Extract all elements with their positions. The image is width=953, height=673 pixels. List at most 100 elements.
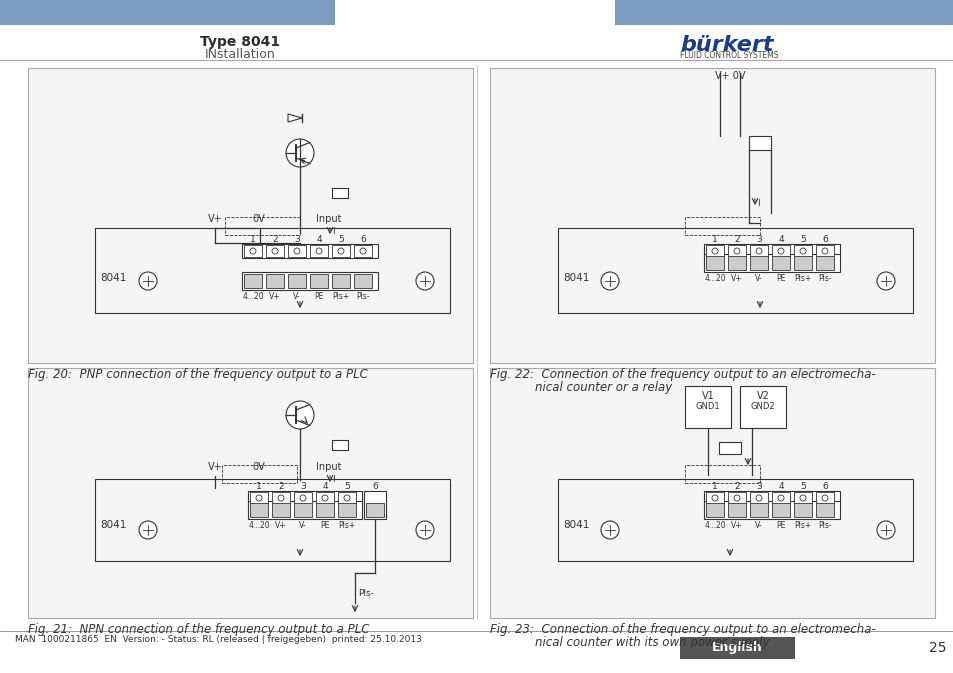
Text: Input: Input bbox=[315, 214, 341, 224]
Text: 5: 5 bbox=[800, 482, 805, 491]
Text: Pls-: Pls- bbox=[818, 521, 831, 530]
Circle shape bbox=[250, 248, 255, 254]
Text: MAN  1000211865  EN  Version: - Status: RL (released | freigegeben)  printed: 25: MAN 1000211865 EN Version: - Status: RL … bbox=[15, 635, 421, 644]
Bar bbox=[793, 245, 811, 257]
Text: 2: 2 bbox=[734, 235, 739, 244]
Text: bürkert: bürkert bbox=[679, 35, 773, 55]
Bar bbox=[740, 386, 785, 428]
Circle shape bbox=[337, 248, 344, 254]
Circle shape bbox=[711, 495, 718, 501]
Text: 1: 1 bbox=[711, 235, 717, 244]
Bar bbox=[771, 245, 789, 257]
Bar bbox=[354, 274, 372, 288]
Bar bbox=[705, 492, 723, 504]
Bar bbox=[815, 503, 833, 517]
Bar bbox=[332, 440, 348, 450]
Circle shape bbox=[733, 248, 740, 254]
Text: 2: 2 bbox=[734, 482, 739, 491]
Text: PE: PE bbox=[776, 521, 785, 530]
Bar bbox=[749, 245, 767, 257]
Text: GND2: GND2 bbox=[750, 402, 775, 411]
Bar bbox=[615, 0, 953, 25]
Circle shape bbox=[322, 495, 328, 501]
Text: Fig. 21:  NPN connection of the frequency output to a PLC: Fig. 21: NPN connection of the frequency… bbox=[28, 623, 369, 636]
Text: V-: V- bbox=[755, 521, 762, 530]
Text: I: I bbox=[757, 199, 759, 207]
Bar bbox=[727, 256, 745, 270]
Circle shape bbox=[286, 139, 314, 167]
Text: 8041: 8041 bbox=[562, 520, 589, 530]
Bar bbox=[288, 274, 306, 288]
Text: 6: 6 bbox=[821, 235, 827, 244]
Circle shape bbox=[755, 495, 761, 501]
Bar bbox=[315, 503, 334, 517]
Text: V-: V- bbox=[293, 292, 300, 301]
Circle shape bbox=[800, 248, 805, 254]
Bar bbox=[727, 503, 745, 517]
Bar bbox=[558, 228, 912, 313]
Circle shape bbox=[778, 495, 783, 501]
Circle shape bbox=[600, 521, 618, 539]
Text: PE: PE bbox=[320, 521, 330, 530]
Text: V+: V+ bbox=[730, 521, 742, 530]
Bar bbox=[490, 68, 934, 363]
Bar bbox=[250, 492, 268, 504]
Circle shape bbox=[821, 248, 827, 254]
Bar bbox=[684, 217, 760, 235]
Bar bbox=[244, 274, 262, 288]
Text: INstallation: INstallation bbox=[204, 48, 275, 61]
Circle shape bbox=[255, 495, 262, 501]
Bar bbox=[771, 503, 789, 517]
Bar bbox=[222, 465, 296, 483]
Bar bbox=[705, 503, 723, 517]
Bar bbox=[749, 256, 767, 270]
Bar bbox=[703, 501, 840, 519]
Text: V+ 0V: V+ 0V bbox=[714, 71, 744, 81]
Circle shape bbox=[344, 495, 350, 501]
Bar bbox=[95, 479, 450, 561]
Text: Pls+: Pls+ bbox=[794, 274, 811, 283]
Text: Fig. 23:  Connection of the frequency output to an electromecha-: Fig. 23: Connection of the frequency out… bbox=[490, 623, 875, 636]
Circle shape bbox=[600, 272, 618, 290]
Text: Pls+: Pls+ bbox=[794, 521, 811, 530]
Text: 5: 5 bbox=[337, 235, 343, 244]
Bar bbox=[310, 245, 328, 257]
Circle shape bbox=[139, 272, 157, 290]
Text: 8041: 8041 bbox=[100, 520, 126, 530]
Circle shape bbox=[272, 248, 277, 254]
Bar bbox=[242, 272, 377, 290]
Bar bbox=[815, 245, 833, 257]
Circle shape bbox=[416, 272, 434, 290]
Circle shape bbox=[139, 521, 157, 539]
Bar bbox=[705, 256, 723, 270]
Text: 4...20: 4...20 bbox=[248, 521, 270, 530]
Text: V-: V- bbox=[755, 274, 762, 283]
Bar bbox=[28, 368, 473, 618]
Text: nical counter or a relay: nical counter or a relay bbox=[535, 381, 672, 394]
Bar bbox=[266, 274, 284, 288]
Bar bbox=[272, 492, 290, 504]
Text: 0V: 0V bbox=[252, 462, 265, 472]
Bar bbox=[28, 68, 473, 363]
Text: 5: 5 bbox=[344, 482, 350, 491]
Text: 2: 2 bbox=[278, 482, 283, 491]
Bar bbox=[703, 254, 840, 272]
Bar bbox=[354, 245, 372, 257]
Bar bbox=[332, 245, 350, 257]
Bar bbox=[727, 245, 745, 257]
Text: 4...20: 4...20 bbox=[703, 521, 725, 530]
Text: PE: PE bbox=[314, 292, 323, 301]
Text: 4...20: 4...20 bbox=[703, 274, 725, 283]
Circle shape bbox=[876, 521, 894, 539]
Bar bbox=[748, 136, 770, 150]
Bar bbox=[315, 492, 334, 504]
Circle shape bbox=[359, 248, 366, 254]
Bar bbox=[749, 503, 767, 517]
Circle shape bbox=[821, 495, 827, 501]
Bar bbox=[272, 503, 290, 517]
Circle shape bbox=[286, 401, 314, 429]
Bar bbox=[242, 244, 377, 258]
Bar bbox=[771, 256, 789, 270]
Text: Fig. 22:  Connection of the frequency output to an electromecha-: Fig. 22: Connection of the frequency out… bbox=[490, 368, 875, 381]
Bar bbox=[815, 492, 833, 504]
